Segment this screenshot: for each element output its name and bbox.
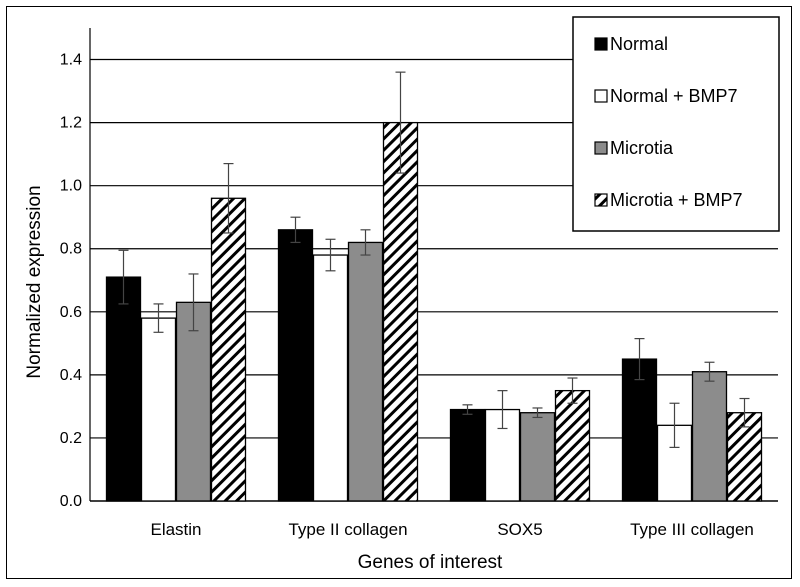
bar-normal (105, 276, 142, 502)
error-bar (634, 338, 645, 381)
legend-swatch (594, 141, 608, 155)
error-bar (290, 216, 301, 244)
legend-label: Normal + BMP7 (610, 86, 738, 106)
legend-swatch (594, 193, 608, 207)
bar-microtia-bmp7 (382, 121, 419, 502)
y-tick-label: 0.0 (60, 493, 82, 510)
x-category-label: Type III collagen (630, 520, 754, 539)
x-category-label: Type II collagen (288, 520, 407, 539)
y-tick-label: 1.4 (60, 52, 82, 69)
error-bar (153, 303, 164, 333)
bar-microtia (519, 412, 556, 502)
error-bar (739, 397, 750, 428)
legend-swatch (594, 89, 608, 103)
error-bar (532, 407, 543, 419)
error-bar (395, 71, 406, 174)
legend-label: Normal (610, 34, 668, 54)
bar-microtia (347, 241, 384, 502)
legend-label: Microtia + BMP7 (610, 190, 743, 210)
x-axis-title: Genes of interest (358, 552, 503, 573)
error-bar (462, 404, 473, 415)
x-category-label: Elastin (150, 520, 201, 539)
error-bar (704, 361, 715, 382)
bar-normal (449, 408, 486, 502)
bar-microtia (175, 301, 212, 502)
error-bar (567, 377, 578, 404)
error-bar (325, 238, 336, 272)
y-tick-label: 0.2 (60, 430, 82, 447)
error-bar (497, 390, 508, 430)
y-axis-title: Normalized expression (24, 185, 45, 378)
y-tick-label: 1.0 (60, 178, 82, 195)
error-bar (118, 249, 129, 305)
y-tick-label: 0.6 (60, 304, 82, 321)
error-bar (360, 229, 371, 256)
error-bar (669, 402, 680, 448)
error-bar (223, 162, 234, 234)
y-tick-label: 1.2 (60, 115, 82, 132)
error-bar (188, 273, 199, 332)
bar-normal-bmp7 (140, 317, 177, 502)
legend-label: Microtia (610, 138, 674, 158)
bar-normal-bmp7 (312, 254, 349, 502)
legend: Normal Normal + BMP7 Microtia Microtia + BM… (572, 16, 780, 232)
bar-microtia-bmp7 (554, 389, 591, 502)
bar-microtia-bmp7 (210, 197, 247, 502)
y-tick-label: 0.4 (60, 367, 82, 384)
legend-swatch (594, 37, 608, 51)
x-category-label: SOX5 (497, 520, 542, 539)
bar-microtia (691, 371, 728, 502)
bar-normal (621, 358, 658, 502)
bar-normal (277, 229, 314, 502)
y-tick-label: 0.8 (60, 241, 82, 258)
